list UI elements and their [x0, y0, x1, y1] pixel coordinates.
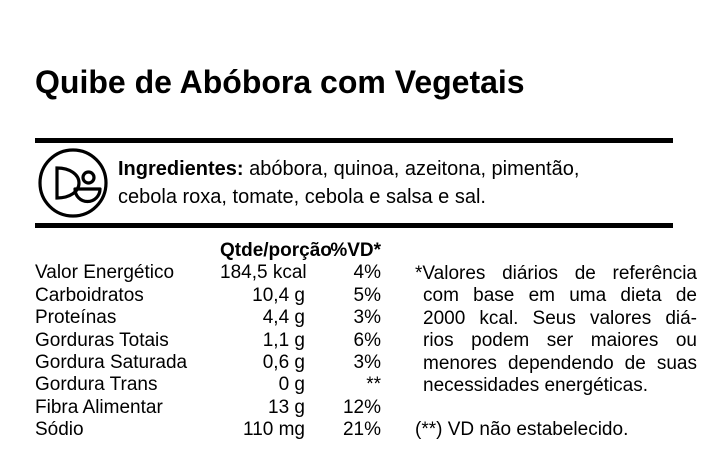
row-qty: 184,5 kcal — [220, 262, 307, 284]
header-spacer — [35, 240, 220, 262]
row-label: Fibra Alimentar — [35, 396, 163, 418]
row-label: Gordura Trans — [35, 374, 158, 396]
row-qty: 10,4 g — [252, 284, 305, 306]
row-qty: 0 g — [278, 374, 305, 396]
footnote-line: menores dependendo de suas — [423, 352, 697, 374]
column-header-vd: %VD* — [330, 240, 381, 261]
row-vd: 3% — [353, 307, 381, 329]
column-header-qty: Qtde/porção — [220, 240, 332, 261]
row-vd: 5% — [353, 284, 381, 306]
footnote-line: necessidades energéticas. — [423, 375, 648, 397]
table-header-row: Qtde/porção %VD* — [35, 240, 381, 262]
table-row: Valor Energético 184,5 kcal 4% — [35, 262, 381, 284]
row-label: Sódio — [35, 419, 84, 441]
row-label: Gordura Saturada — [35, 352, 188, 374]
ingredients-line-2: cebola roxa, tomate, cebola e salsa e sa… — [118, 185, 486, 208]
footnote-line: *Valores diários de referência — [415, 263, 697, 284]
table-row: Gorduras Totais 1,1 g 6% — [35, 330, 381, 352]
row-vd: ** — [366, 374, 381, 396]
table-row: Proteínas 4,4 g 3% — [35, 307, 381, 329]
table-row: Carboidratos 10,4 g 5% — [35, 285, 381, 307]
ingredients-line-1: abóbora, quinoa, azeitona, pimentão, — [249, 158, 580, 180]
row-label: Valor Energético — [35, 262, 175, 284]
row-vd: 21% — [342, 419, 381, 441]
row-qty: 13 g — [268, 396, 305, 418]
row-qty: 110 mg — [243, 419, 305, 441]
footnote-line: rios podem ser maiores ou — [423, 330, 697, 352]
row-qty: 0,6 g — [262, 352, 305, 374]
divider-top-rule — [35, 138, 673, 143]
page-title: Quibe de Abóbora com Vegetais — [35, 64, 525, 100]
row-label: Proteínas — [35, 307, 117, 329]
vd-not-established-note: (**) VD não estabelecido. — [415, 419, 629, 440]
row-qty: 4,4 g — [262, 307, 305, 329]
table-row: Sódio 110 mg 21% — [35, 419, 381, 441]
ingredients-label: Ingredientes: — [118, 158, 244, 180]
row-vd: 3% — [353, 352, 381, 374]
row-vd: 6% — [353, 329, 381, 351]
row-vd: 12% — [342, 396, 381, 418]
ingredients-text: Ingredientes: abóbora, quinoa, azeitona,… — [118, 156, 638, 211]
row-qty: 1,1 g — [262, 329, 305, 351]
daily-values-footnote: *Valores diários de referência com base … — [415, 263, 697, 397]
table-row: Gordura Trans 0 g ** — [35, 374, 381, 396]
row-label: Carboidratos — [35, 284, 144, 306]
footnote-line: 2000 kcal. Seus valores diá- — [423, 307, 697, 329]
brand-face-icon — [38, 148, 108, 218]
footnote-line: com base em uma dieta de — [423, 285, 697, 307]
row-label: Gorduras Totais — [35, 329, 169, 351]
divider-bottom-rule — [35, 223, 673, 228]
row-vd: 4% — [353, 262, 381, 284]
table-row: Fibra Alimentar 13 g 12% — [35, 397, 381, 419]
nutrition-table: Qtde/porção %VD* Valor Energético 184,5 … — [35, 240, 381, 442]
table-row: Gordura Saturada 0,6 g 3% — [35, 352, 381, 374]
